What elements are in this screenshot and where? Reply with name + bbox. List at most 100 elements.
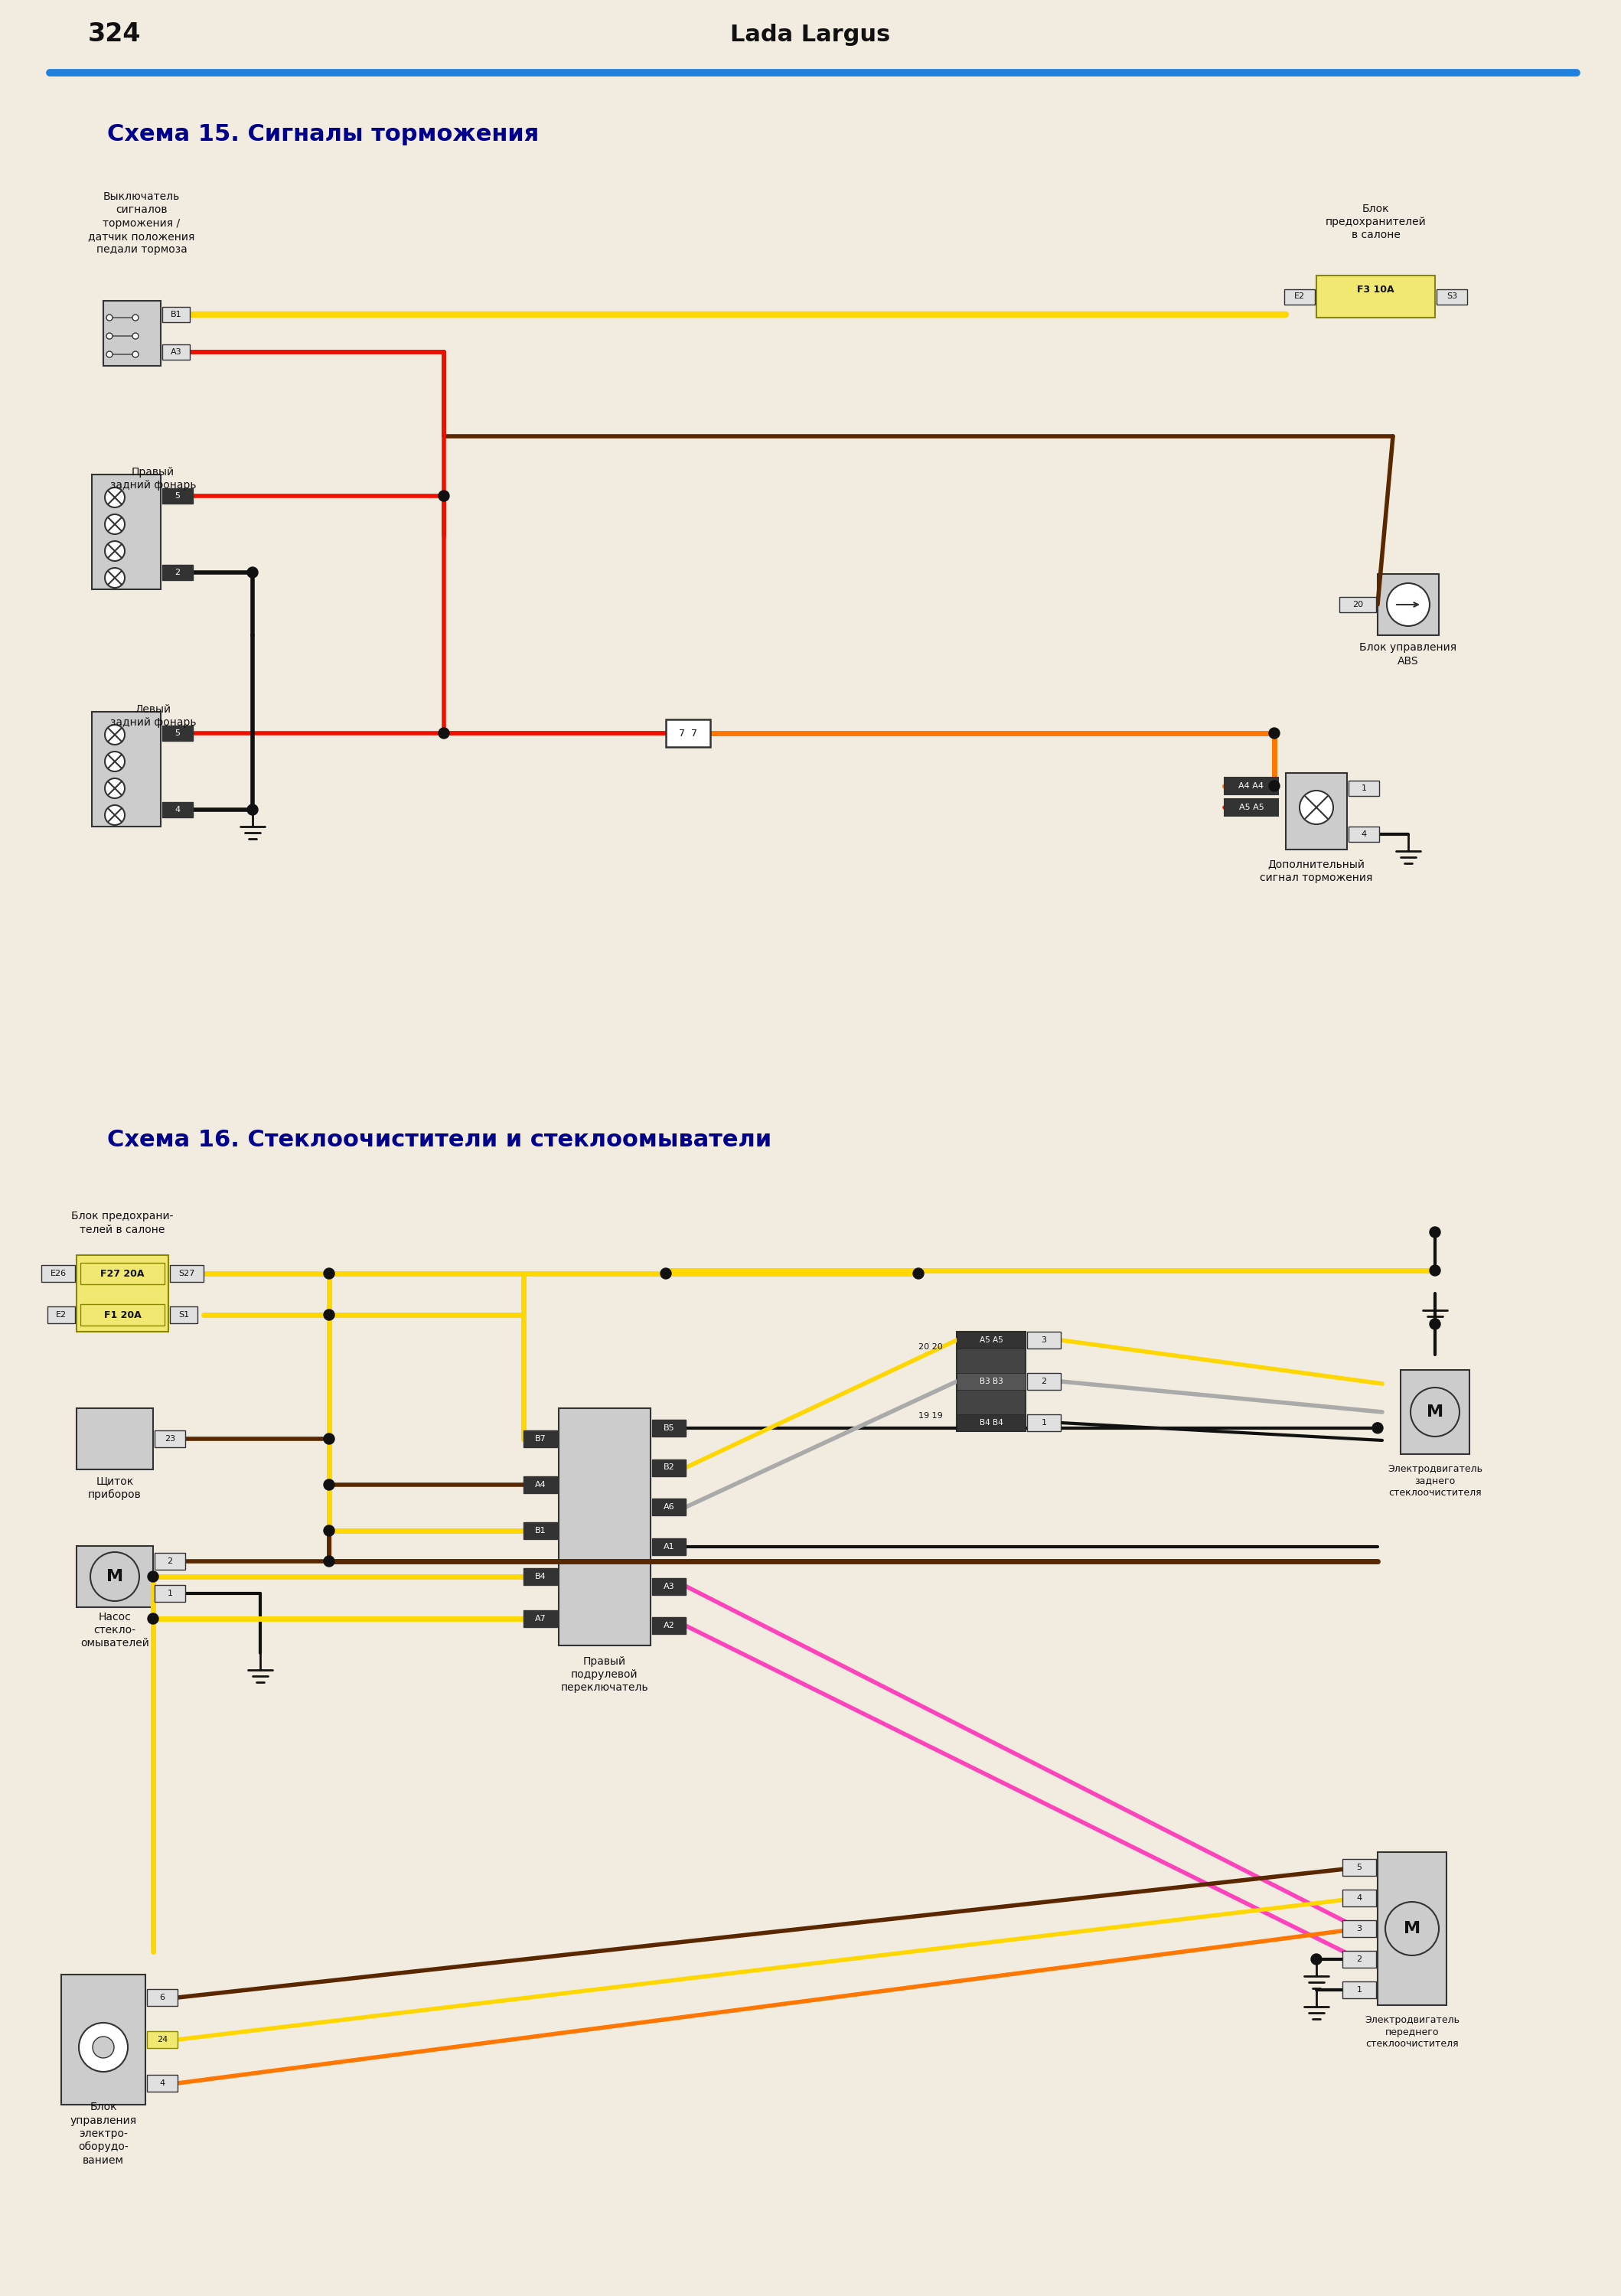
Bar (162, 801, 193, 817)
Circle shape (91, 1552, 139, 1600)
Text: A5 A5: A5 A5 (1238, 804, 1264, 810)
Circle shape (133, 315, 138, 321)
Circle shape (324, 1479, 334, 1490)
Text: 4: 4 (1357, 1894, 1362, 1901)
Bar (1342, 1952, 1376, 1968)
Text: A5 A5: A5 A5 (979, 1336, 1003, 1343)
Text: Lada Largus: Lada Largus (731, 23, 890, 46)
Text: B1: B1 (170, 310, 182, 319)
Circle shape (248, 804, 258, 815)
Bar (956, 1332, 1026, 1348)
Circle shape (1410, 1387, 1459, 1437)
Bar (1028, 1332, 1060, 1348)
Circle shape (105, 806, 125, 824)
Text: 324: 324 (88, 23, 141, 48)
Bar (652, 1616, 686, 1635)
Circle shape (133, 351, 138, 358)
Bar (652, 1460, 686, 1476)
Bar (81, 1263, 165, 1283)
Circle shape (439, 491, 449, 501)
Circle shape (105, 751, 125, 771)
Text: 2: 2 (175, 569, 180, 576)
Bar (1349, 827, 1379, 843)
Bar (524, 1609, 558, 1628)
Circle shape (248, 567, 258, 579)
Circle shape (1300, 790, 1332, 824)
Text: Блок предохрани-
телей в салоне: Блок предохрани- телей в салоне (71, 1210, 173, 1235)
Bar (1342, 1890, 1376, 1906)
Circle shape (105, 542, 125, 560)
Text: A7: A7 (535, 1614, 546, 1623)
Bar (652, 1538, 686, 1554)
Circle shape (105, 487, 125, 507)
Text: B4 B4: B4 B4 (979, 1419, 1003, 1426)
Bar (76, 1256, 169, 1332)
Text: Выключатель
сигналов
торможения /
датчик положения
педали тормоза: Выключатель сигналов торможения / датчик… (88, 191, 195, 255)
Bar (92, 475, 160, 590)
Text: 2: 2 (1041, 1378, 1047, 1384)
Bar (148, 2076, 178, 2092)
Bar (162, 308, 190, 321)
Bar (1401, 1371, 1470, 1453)
Bar (1339, 597, 1376, 613)
Bar (652, 1499, 686, 1515)
Text: Электродвигатель
заднего
стеклоочистителя: Электродвигатель заднего стеклоочистител… (1388, 1465, 1483, 1499)
Bar (1028, 1414, 1060, 1430)
Circle shape (1430, 1318, 1441, 1329)
Circle shape (913, 1267, 924, 1279)
Circle shape (107, 315, 112, 321)
Bar (666, 719, 710, 746)
Bar (154, 1430, 185, 1446)
Text: S27: S27 (178, 1270, 195, 1277)
Circle shape (324, 1309, 334, 1320)
Bar (81, 1304, 165, 1325)
Text: A4 A4: A4 A4 (1238, 783, 1264, 790)
Bar (1436, 289, 1467, 305)
Text: Правый
подрулевой
переключатель: Правый подрулевой переключатель (561, 1655, 648, 1692)
Text: Блок управления
ABS: Блок управления ABS (1360, 643, 1457, 666)
Text: A2: A2 (663, 1621, 674, 1630)
Text: 4: 4 (1362, 831, 1367, 838)
Circle shape (1386, 1901, 1439, 1956)
Text: B7: B7 (535, 1435, 546, 1442)
Bar (170, 1306, 198, 1322)
Bar (162, 726, 193, 742)
Circle shape (1430, 1265, 1441, 1277)
Bar (956, 1373, 1026, 1389)
Text: 1: 1 (1041, 1419, 1047, 1426)
Circle shape (660, 1267, 671, 1279)
Text: Электродвигатель
переднего
стеклоочистителя: Электродвигатель переднего стеклоочистит… (1365, 2016, 1459, 2048)
Text: 1: 1 (167, 1589, 172, 1598)
Text: 5: 5 (175, 730, 180, 737)
Text: S1: S1 (178, 1311, 190, 1318)
Bar (524, 1522, 558, 1538)
Text: A3: A3 (663, 1582, 674, 1589)
Bar (154, 1584, 185, 1603)
Circle shape (324, 1267, 334, 1279)
Circle shape (105, 726, 125, 744)
Bar (1224, 778, 1277, 794)
Text: Правый
задний фонарь: Правый задний фонарь (110, 466, 196, 491)
Text: Блок
предохранителей
в салоне: Блок предохранителей в салоне (1326, 204, 1426, 241)
Bar (652, 1419, 686, 1437)
Text: 4: 4 (175, 806, 180, 813)
Circle shape (105, 567, 125, 588)
Bar (62, 1975, 146, 2105)
Circle shape (105, 514, 125, 535)
Text: Схема 15. Сигналы торможения: Схема 15. Сигналы торможения (107, 122, 540, 145)
Bar (1349, 781, 1379, 797)
Bar (652, 1577, 686, 1593)
Text: Дополнительный
сигнал торможения: Дополнительный сигнал торможения (1260, 859, 1373, 884)
Bar (1378, 574, 1439, 636)
Bar (162, 344, 190, 360)
Circle shape (324, 1433, 334, 1444)
Text: F27 20A: F27 20A (101, 1267, 144, 1279)
Circle shape (324, 1557, 334, 1566)
Bar (162, 489, 193, 503)
Text: B3 B3: B3 B3 (979, 1378, 1003, 1384)
Text: A1: A1 (663, 1543, 674, 1550)
Text: B2: B2 (663, 1465, 674, 1472)
Bar (1224, 799, 1277, 815)
Text: 6: 6 (159, 1993, 165, 2002)
Text: 2: 2 (167, 1557, 172, 1566)
